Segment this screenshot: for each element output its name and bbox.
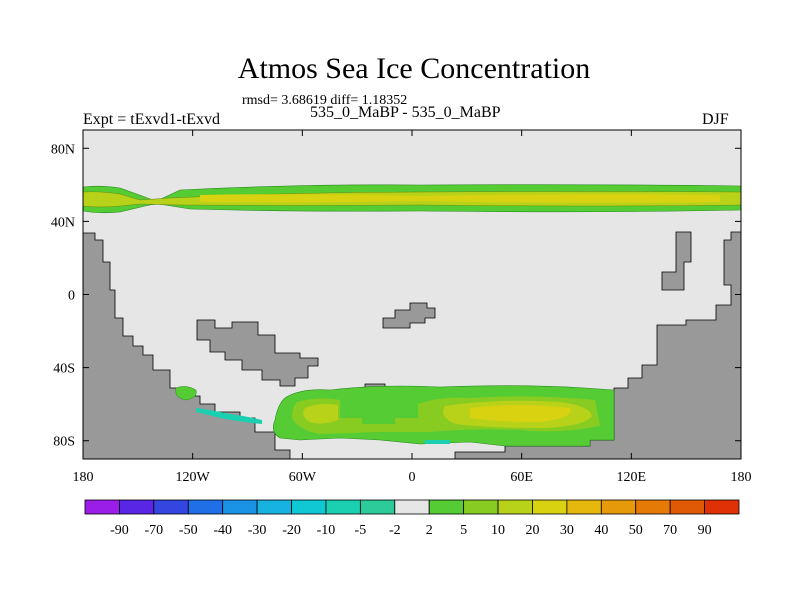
- colorbar-label: -10: [317, 523, 336, 538]
- map-area: [83, 130, 741, 459]
- season-label: DJF: [702, 111, 729, 128]
- x-tick-label: 180: [73, 470, 94, 485]
- colorbar-label: 20: [525, 523, 539, 538]
- land-equatorial-island: [382, 302, 436, 329]
- ice-contour-30: [200, 194, 720, 203]
- y-tick-label: 80S: [53, 435, 75, 450]
- colorbar-swatch: [497, 499, 533, 515]
- y-tick-label: 80N: [51, 142, 75, 157]
- land-west: [83, 232, 291, 459]
- case-label: 535_0_MaBP - 535_0_MaBP: [310, 104, 501, 121]
- colorbar-label: -20: [282, 523, 301, 538]
- colorbar-label: -50: [179, 523, 198, 538]
- rmsd-diff-stats: rmsd= 3.68619 diff= 1.18352: [242, 93, 408, 108]
- ice-contour-30-east: [470, 405, 571, 422]
- chart-title: Atmos Sea Ice Concentration: [237, 52, 591, 85]
- x-tick-label: 120E: [617, 470, 647, 485]
- colorbar-label: 30: [560, 523, 574, 538]
- southern-ice-band: [175, 385, 615, 447]
- ice-decrease-south: [425, 440, 450, 444]
- x-tick-label: 60E: [510, 470, 533, 485]
- colorbar-swatch: [669, 499, 705, 515]
- colorbar-swatch: [187, 499, 224, 515]
- colorbar-label: -90: [110, 523, 129, 538]
- colorbar-label: 10: [491, 523, 505, 538]
- land-southern-continent: [196, 319, 319, 387]
- colorbar: -90 -70 -50 -40 -30 -20 -10 -5 -2 2 5 10 20 30 40 50 70 9…: [84, 499, 740, 538]
- y-tick-label: 40S: [53, 362, 75, 377]
- colorbar-label: 90: [698, 523, 712, 538]
- colorbar-swatch: [291, 499, 327, 515]
- colorbar-swatch: [325, 499, 361, 515]
- colorbar-swatch: [532, 499, 568, 515]
- y-tick-label: 0: [68, 289, 75, 304]
- colorbar-swatch: [463, 499, 499, 515]
- x-tick-label: 60W: [289, 470, 317, 485]
- colorbar-swatch: [704, 499, 740, 515]
- northern-ice-band: [83, 184, 741, 214]
- ice-contour-20-west: [303, 404, 338, 424]
- colorbar-swatch: [428, 499, 465, 515]
- ice-decrease-west: [196, 408, 262, 424]
- colorbar-label: -70: [145, 523, 164, 538]
- land-east: [454, 231, 741, 459]
- colorbar-swatch: [635, 499, 671, 515]
- colorbar-swatch: [119, 499, 155, 515]
- colorbar-swatch: [84, 499, 120, 515]
- colorbar-swatch: [359, 499, 396, 515]
- land-east-island: [661, 231, 692, 291]
- map-axes: 180 120W 60W 0 60E 120E 180 80N 40N 0 40S 80S: [51, 130, 752, 485]
- colorbar-label: 70: [663, 523, 677, 538]
- colorbar-label: -5: [355, 523, 367, 538]
- colorbar-label: -2: [389, 523, 401, 538]
- colorbar-swatch: [256, 499, 292, 515]
- colorbar-swatch: [153, 499, 189, 515]
- x-tick-label: 120W: [176, 470, 211, 485]
- ice-spot-west: [175, 386, 197, 401]
- x-tick-label: 0: [409, 470, 416, 485]
- colorbar-label: -40: [213, 523, 232, 538]
- colorbar-swatch: [222, 499, 258, 515]
- colorbar-label: 2: [426, 523, 433, 538]
- colorbar-label: -30: [248, 523, 267, 538]
- colorbar-label: 40: [594, 523, 608, 538]
- colorbar-swatch: [394, 499, 430, 515]
- experiment-label: Expt = tExvd1-tExvd: [83, 111, 221, 128]
- colorbar-label: 5: [460, 523, 467, 538]
- y-tick-label: 40N: [51, 215, 75, 230]
- colorbar-swatch: [600, 499, 637, 515]
- colorbar-label: 50: [629, 523, 643, 538]
- colorbar-swatch: [566, 499, 602, 515]
- x-tick-label: 180: [731, 470, 752, 485]
